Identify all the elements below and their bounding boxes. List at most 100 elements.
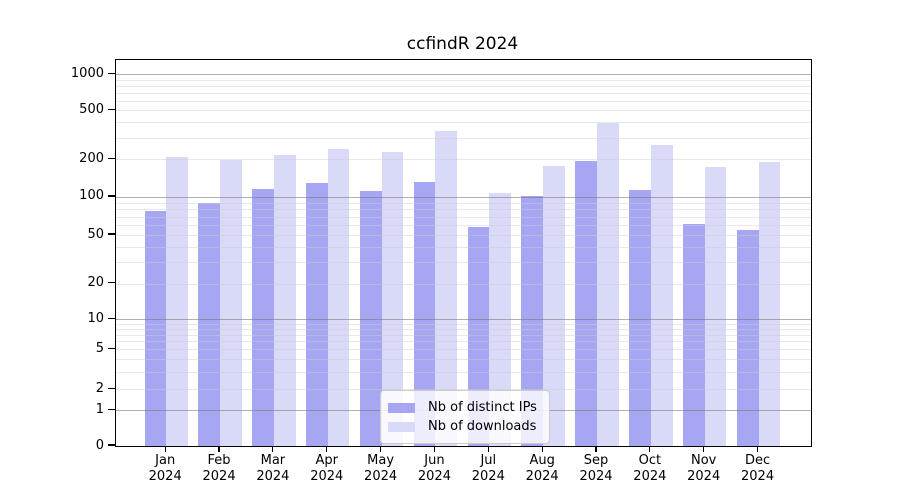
bar-distinct-ips-oct	[629, 189, 651, 446]
gridline-minor-2	[116, 389, 811, 391]
gridline-major-10	[116, 319, 811, 321]
chart-legend: Nb of distinct IPs Nb of downloads	[380, 390, 550, 444]
bar-distinct-ips-sep	[575, 160, 597, 446]
y-tick-20	[108, 282, 115, 284]
legend-item-downloads: Nb of downloads	[388, 417, 541, 436]
y-tick-2	[108, 387, 115, 389]
y-tick-100	[108, 195, 115, 197]
gridline-minor-300	[116, 137, 811, 139]
bar-distinct-ips-jun	[413, 182, 436, 446]
gridline-minor-400	[116, 122, 811, 124]
y-tick-200	[108, 157, 115, 159]
bar-distinct-ips-feb	[198, 202, 221, 446]
bar-distinct-ips-dec	[736, 229, 759, 446]
x-tick-label-sep: Sep 2024	[579, 453, 613, 484]
gridline-minor-200	[116, 159, 811, 161]
x-tick-label-oct: Oct 2024	[633, 453, 667, 484]
y-tick-1	[108, 408, 115, 410]
y-tick-label-200: 200	[79, 150, 104, 166]
legend-swatch-downloads	[388, 421, 415, 432]
x-tick-label-jan: Jan 2024	[148, 453, 182, 484]
gridline-minor-90	[116, 202, 811, 204]
gridline-major-1000	[116, 74, 811, 76]
bar-downloads-jan	[166, 157, 188, 446]
x-tick-nov	[703, 446, 705, 452]
bar-downloads-may	[381, 152, 404, 446]
gridline-minor-80	[116, 209, 811, 211]
y-tick-1000	[108, 72, 115, 74]
gridline-minor-8	[116, 328, 811, 330]
legend-item-distinct-ips: Nb of distinct IPs	[388, 398, 541, 417]
x-tick-label-dec: Dec 2024	[741, 453, 775, 484]
y-tick-label-5: 5	[95, 340, 104, 356]
gridline-minor-50	[116, 235, 811, 236]
gridline-minor-900	[116, 79, 811, 81]
bar-downloads-apr	[327, 148, 350, 446]
gridline-minor-600	[116, 100, 811, 102]
gridline-minor-4	[116, 359, 811, 361]
bar-distinct-ips-nov	[683, 224, 705, 446]
bar-distinct-ips-may	[359, 190, 382, 446]
gridline-minor-30	[116, 262, 811, 264]
bar-downloads-feb	[220, 160, 242, 446]
x-tick-dec	[756, 446, 759, 452]
bar-downloads-sep	[597, 122, 619, 446]
gridline-minor-7	[116, 334, 811, 336]
gridline-minor-70	[116, 216, 811, 218]
x-tick-apr	[326, 446, 328, 452]
legend-label-distinct-ips: Nb of distinct IPs	[428, 400, 537, 415]
y-tick-label-500: 500	[79, 101, 104, 117]
y-tick-label-0: 0	[95, 437, 104, 453]
y-tick-5	[108, 347, 115, 349]
x-tick-label-jul: Jul 2024	[471, 453, 505, 484]
bar-downloads-mar	[273, 155, 296, 446]
gridline-major-100	[116, 196, 811, 198]
y-tick-label-1: 1	[95, 401, 104, 417]
gridline-minor-6	[116, 341, 811, 343]
plot-area: Nb of distinct IPs Nb of downloads	[115, 59, 812, 447]
bar-downloads-jun	[435, 130, 458, 446]
bar-distinct-ips-apr	[306, 182, 328, 446]
x-tick-jul	[487, 446, 489, 452]
gridline-minor-60	[116, 225, 811, 226]
gridline-minor-9	[116, 323, 811, 325]
bar-downloads-dec	[758, 162, 781, 446]
x-tick-jan	[164, 446, 166, 452]
y-tick-label-20: 20	[87, 275, 104, 291]
x-tick-label-mar: Mar 2024	[256, 453, 290, 484]
x-tick-mar	[272, 446, 274, 452]
y-tick-10	[108, 317, 115, 319]
y-tick-label-50: 50	[87, 226, 104, 242]
x-tick-label-jun: Jun 2024	[417, 453, 451, 484]
x-tick-may	[380, 446, 382, 452]
bar-distinct-ips-aug	[521, 195, 544, 446]
y-tick-label-2: 2	[95, 380, 104, 396]
x-tick-oct	[649, 446, 651, 452]
x-tick-feb	[218, 446, 220, 452]
x-tick-jun	[433, 446, 436, 452]
x-tick-sep	[595, 446, 597, 452]
x-tick-label-nov: Nov 2024	[687, 453, 721, 484]
x-tick-label-aug: Aug 2024	[525, 453, 559, 484]
legend-label-downloads: Nb of downloads	[428, 419, 537, 434]
y-tick-50	[108, 233, 115, 235]
gridline-minor-20	[116, 283, 811, 285]
x-tick-label-may: May 2024	[364, 453, 398, 484]
y-tick-label-1000: 1000	[70, 65, 104, 81]
gridline-minor-700	[116, 92, 811, 94]
gridline-minor-3	[116, 371, 811, 373]
y-tick-label-100: 100	[79, 188, 104, 204]
y-tick-500	[108, 108, 115, 110]
bar-downloads-oct	[650, 144, 673, 446]
y-tick-label-10: 10	[87, 310, 104, 326]
x-tick-label-feb: Feb 2024	[202, 453, 236, 484]
gridline-minor-800	[116, 85, 811, 87]
bar-distinct-ips-jan	[144, 211, 167, 446]
x-tick-label-apr: Apr 2024	[310, 453, 344, 484]
y-tick-0	[108, 444, 115, 446]
gridline-minor-500	[116, 110, 811, 112]
x-tick-aug	[541, 446, 543, 452]
gridline-minor-5	[116, 349, 811, 351]
gridline-minor-40	[116, 246, 811, 248]
